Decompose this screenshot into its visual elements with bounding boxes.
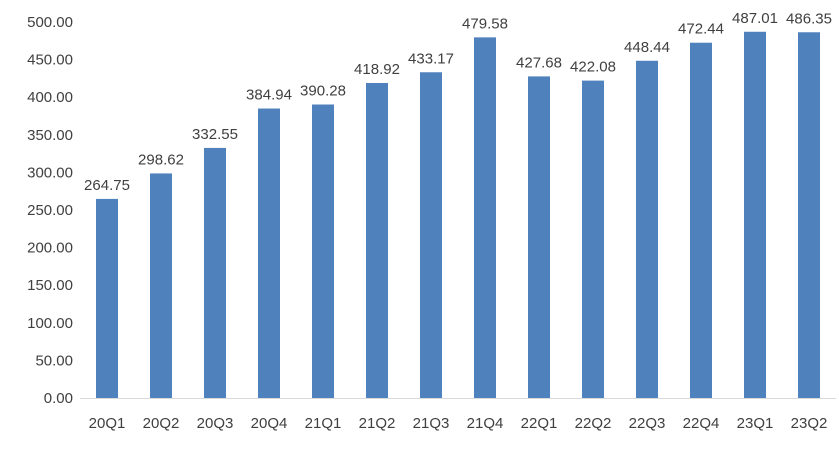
bar-23Q1 [744,31,766,398]
data-label-20Q4: 384.94 [246,87,292,104]
data-label-22Q1: 427.68 [516,54,562,71]
bar-23Q2 [798,32,820,398]
y-tick-label: 450.00 [27,52,73,69]
bar-21Q3 [420,72,442,398]
bar-20Q3 [204,147,226,398]
x-tick-label: 21Q3 [413,415,450,432]
data-label-21Q3: 433.17 [408,50,454,67]
y-tick-label: 300.00 [27,164,73,181]
x-axis: 20Q1 20Q2 20Q3 20Q4 21Q1 21Q2 21Q3 21Q4 22Q1 22Q2… [89,415,828,432]
bar-22Q2 [582,80,604,399]
y-tick-label: 50.00 [35,352,73,369]
bar-22Q3 [636,60,658,398]
x-tick-label: 21Q2 [359,415,396,432]
data-label-20Q1: 264.75 [84,177,130,194]
bar-20Q1 [96,198,118,398]
bar-20Q4 [258,108,280,399]
x-tick-label: 20Q1 [89,415,126,432]
data-label-21Q4: 479.58 [462,15,508,32]
y-tick-label: 200.00 [27,240,73,257]
y-tick-label: 250.00 [27,202,73,219]
x-tick-label: 22Q2 [575,415,612,432]
data-labels: 264.75 298.62 332.55 384.94 390.28 418.92 433.… [84,10,832,194]
x-tick-label: 23Q2 [791,415,828,432]
data-label-23Q2: 486.35 [786,10,832,27]
y-tick-label: 350.00 [27,127,73,144]
data-label-22Q4: 472.44 [678,21,724,38]
x-tick-label: 20Q2 [143,415,180,432]
x-tick-label: 20Q3 [197,415,234,432]
y-tick-label: 500.00 [27,14,73,31]
x-tick-label: 22Q4 [683,415,720,432]
bar-21Q2 [366,82,388,398]
bar-series [96,31,820,399]
y-tick-label: 100.00 [27,315,73,332]
bar-21Q4 [474,37,496,399]
bar-20Q2 [150,173,172,398]
data-label-23Q1: 487.01 [732,10,778,27]
x-tick-label: 21Q1 [305,415,342,432]
y-tick-label: 0.00 [44,390,73,407]
x-tick-label: 20Q4 [251,415,288,432]
data-label-21Q2: 418.92 [354,61,400,78]
data-label-20Q3: 332.55 [192,126,238,143]
x-tick-label: 21Q4 [467,415,504,432]
x-tick-label: 22Q3 [629,415,666,432]
data-label-22Q3: 448.44 [624,39,670,56]
data-label-22Q2: 422.08 [570,59,616,76]
data-label-21Q1: 390.28 [300,83,346,100]
bar-21Q1 [312,104,334,399]
y-axis: 0.00 50.00 100.00 150.00 200.00 250.00 300.00 3… [27,14,73,407]
y-tick-label: 150.00 [27,277,73,294]
bar-22Q1 [528,76,550,398]
x-tick-label: 22Q1 [521,415,558,432]
bar-22Q4 [690,42,712,398]
data-label-20Q2: 298.62 [138,151,184,168]
y-tick-label: 400.00 [27,89,73,106]
x-tick-label: 23Q1 [737,415,774,432]
